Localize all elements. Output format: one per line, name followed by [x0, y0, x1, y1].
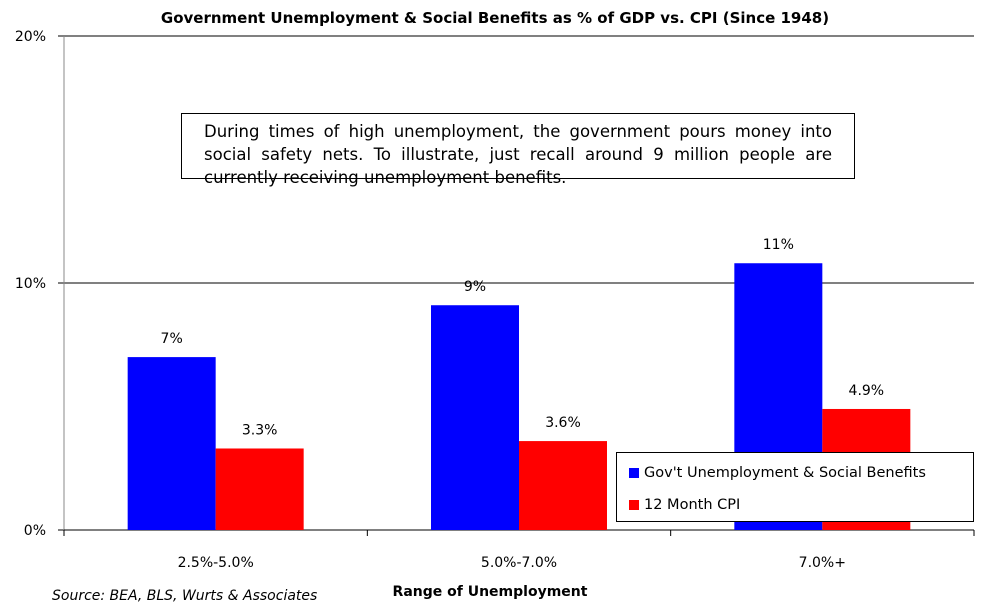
source-note: Source: BEA, BLS, Wurts & Associates	[52, 588, 318, 604]
x-tick-label: 7.0%+	[799, 555, 846, 571]
legend-swatch-cpi	[629, 500, 639, 510]
data-label: 4.9%	[849, 383, 885, 399]
data-label: 7%	[161, 331, 183, 347]
legend-label-benefits: Gov't Unemployment & Social Benefits	[644, 465, 926, 481]
chart-title: Government Unemployment & Social Benefit…	[160, 9, 830, 27]
data-label: 11%	[763, 237, 794, 253]
y-tick-label: 10%	[15, 276, 46, 292]
legend-entry-benefits: Gov't Unemployment & Social Benefits	[629, 465, 926, 481]
y-tick-label: 20%	[15, 29, 46, 45]
y-tick-label: 0%	[24, 523, 46, 539]
x-tick-label: 2.5%-5.0%	[178, 555, 254, 571]
legend-entry-cpi: 12 Month CPI	[629, 497, 740, 513]
bar-cpi	[519, 441, 607, 530]
legend-label-cpi: 12 Month CPI	[644, 497, 741, 513]
data-label: 9%	[464, 279, 486, 295]
data-label: 3.6%	[545, 415, 581, 431]
legend-swatch-benefits	[629, 468, 639, 478]
legend: Gov't Unemployment & Social Benefits 12 …	[616, 452, 974, 522]
bar-benefits	[127, 357, 216, 530]
x-axis-title: Range of Unemployment	[392, 584, 588, 600]
bar-cpi	[215, 448, 304, 530]
x-tick-label: 5.0%-7.0%	[481, 555, 557, 571]
data-label: 3.3%	[242, 422, 278, 438]
annotation-box: During times of high unemployment, the g…	[181, 113, 855, 187]
bar-benefits	[431, 305, 519, 530]
